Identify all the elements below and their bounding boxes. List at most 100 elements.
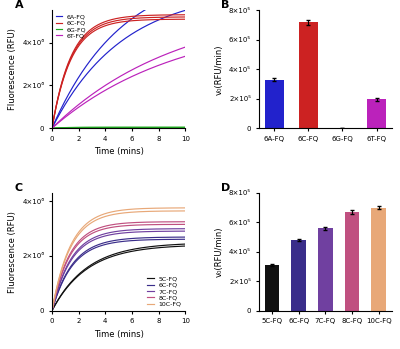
- 10C-FQ: [134, 210, 138, 214]
- 10C-FQ: [66, 251, 70, 255]
- 6T-FQ: [146, 67, 151, 72]
- 5C-FQ: [50, 309, 54, 313]
- Line: 7C-FQ: 7C-FQ: [52, 231, 185, 311]
- Y-axis label: Fluorescence (RFU): Fluorescence (RFU): [8, 211, 17, 293]
- Y-axis label: Fluorescence (RFU): Fluorescence (RFU): [8, 28, 17, 110]
- 10C-FQ: [146, 209, 151, 214]
- 7C-FQ: [93, 237, 98, 241]
- 8C-FQ: [134, 223, 138, 227]
- Bar: [371, 208, 386, 311]
- 5C-FQ: [102, 257, 107, 261]
- X-axis label: Time (mins): Time (mins): [94, 147, 144, 156]
- Text: A: A: [15, 0, 23, 10]
- 6C-FQ: [146, 18, 151, 22]
- Line: 6C-FQ: 6C-FQ: [52, 239, 185, 311]
- 5C-FQ: [183, 244, 188, 248]
- 5C-FQ: [146, 247, 151, 251]
- 6C-FQ: [183, 237, 188, 242]
- 6A-FQ: [146, 23, 151, 27]
- 6C-FQ: [183, 17, 188, 21]
- 8C-FQ: [50, 309, 54, 313]
- 6T-FQ: [134, 73, 138, 77]
- 6T-FQ: [102, 88, 107, 92]
- 8C-FQ: [146, 223, 151, 227]
- 6C-FQ: [134, 18, 138, 23]
- Bar: [318, 228, 333, 311]
- 6C-FQ: [66, 270, 70, 274]
- Bar: [265, 80, 284, 128]
- 6G-FQ: [183, 125, 188, 129]
- Bar: [265, 265, 279, 311]
- Text: C: C: [15, 183, 23, 193]
- 5C-FQ: [146, 247, 151, 251]
- 7C-FQ: [146, 230, 151, 234]
- 6A-FQ: [93, 62, 98, 66]
- Y-axis label: v₀(RFU/min): v₀(RFU/min): [214, 44, 223, 95]
- 6C-FQ: [146, 238, 151, 242]
- 7C-FQ: [146, 230, 151, 234]
- 6C-FQ: [146, 238, 151, 242]
- Legend: 6A-FQ, 6C-FQ, 6G-FQ, 6T-FQ: 6A-FQ, 6C-FQ, 6G-FQ, 6T-FQ: [55, 14, 87, 39]
- Bar: [299, 22, 318, 128]
- 6C-FQ: [146, 18, 151, 22]
- 8C-FQ: [93, 230, 98, 234]
- 7C-FQ: [66, 263, 70, 267]
- 6C-FQ: [134, 238, 138, 243]
- Line: 5C-FQ: 5C-FQ: [52, 246, 185, 311]
- 6T-FQ: [93, 94, 98, 98]
- Bar: [345, 212, 359, 311]
- Line: 6C-FQ: 6C-FQ: [52, 19, 185, 128]
- 6C-FQ: [50, 309, 54, 313]
- 7C-FQ: [183, 229, 188, 233]
- Y-axis label: v₀(RFU/min): v₀(RFU/min): [214, 227, 223, 277]
- 6C-FQ: [93, 28, 98, 32]
- 6A-FQ: [102, 53, 107, 57]
- Bar: [291, 240, 306, 311]
- 6A-FQ: [146, 22, 151, 27]
- 7C-FQ: [134, 230, 138, 234]
- 6G-FQ: [93, 125, 98, 129]
- 6G-FQ: [146, 125, 151, 129]
- 6T-FQ: [50, 126, 54, 130]
- 6C-FQ: [66, 64, 70, 68]
- Bar: [367, 99, 386, 128]
- 10C-FQ: [93, 218, 98, 223]
- 6C-FQ: [102, 243, 107, 247]
- Line: 6A-FQ: 6A-FQ: [52, 10, 185, 128]
- Text: B: B: [221, 0, 230, 10]
- 5C-FQ: [66, 284, 70, 289]
- 6C-FQ: [50, 126, 54, 130]
- 6G-FQ: [146, 125, 151, 129]
- 10C-FQ: [146, 209, 151, 214]
- 10C-FQ: [183, 209, 188, 213]
- 8C-FQ: [66, 257, 70, 261]
- 7C-FQ: [50, 309, 54, 313]
- Line: 10C-FQ: 10C-FQ: [52, 211, 185, 311]
- Line: 6T-FQ: 6T-FQ: [52, 56, 185, 128]
- 6A-FQ: [50, 126, 54, 130]
- 6T-FQ: [183, 54, 188, 58]
- 6T-FQ: [146, 67, 151, 71]
- 6G-FQ: [50, 126, 54, 130]
- 7C-FQ: [102, 234, 107, 238]
- Line: 8C-FQ: 8C-FQ: [52, 224, 185, 311]
- 5C-FQ: [93, 262, 98, 266]
- 6A-FQ: [66, 98, 70, 102]
- 6C-FQ: [102, 24, 107, 28]
- 6C-FQ: [93, 246, 98, 250]
- 6G-FQ: [134, 125, 138, 129]
- 8C-FQ: [146, 223, 151, 227]
- 6A-FQ: [134, 29, 138, 34]
- Text: D: D: [221, 183, 230, 193]
- 5C-FQ: [134, 248, 138, 253]
- 10C-FQ: [102, 215, 107, 219]
- 6A-FQ: [183, 8, 188, 13]
- 6T-FQ: [66, 113, 70, 117]
- 6G-FQ: [66, 126, 70, 130]
- X-axis label: Time (mins): Time (mins): [94, 330, 144, 339]
- 8C-FQ: [102, 227, 107, 231]
- Legend: 5C-FQ, 6C-FQ, 7C-FQ, 8C-FQ, 10C-FQ: 5C-FQ, 6C-FQ, 7C-FQ, 8C-FQ, 10C-FQ: [147, 276, 182, 307]
- 6G-FQ: [102, 125, 107, 129]
- 10C-FQ: [50, 309, 54, 313]
- 8C-FQ: [183, 222, 188, 227]
